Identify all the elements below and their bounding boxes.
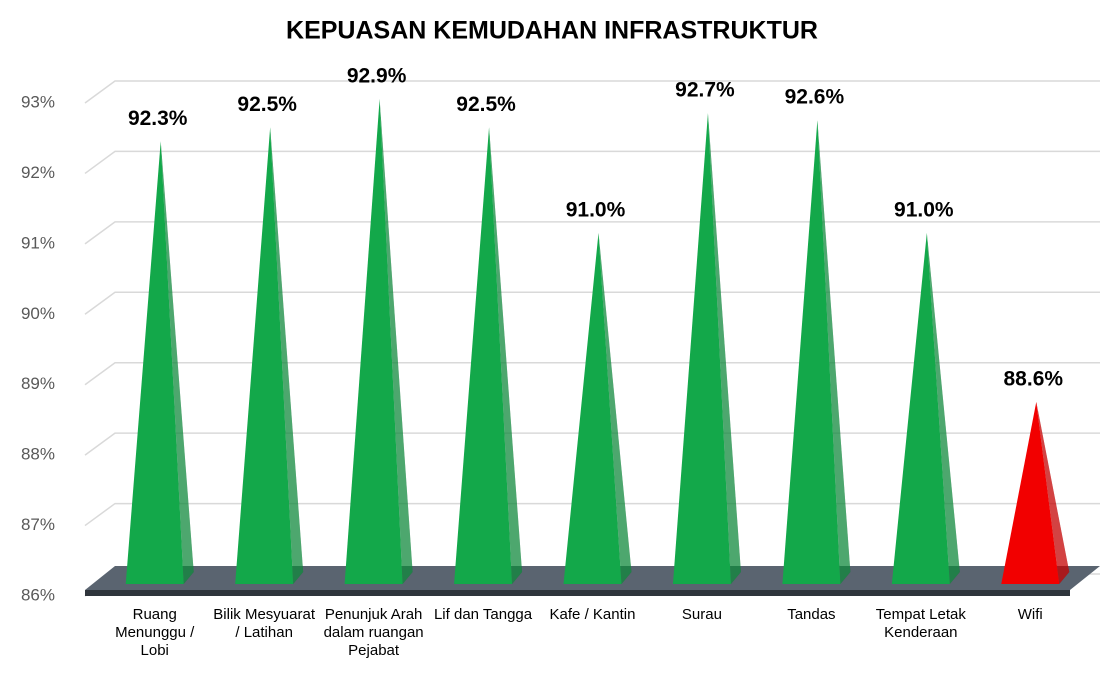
value-label: 92.3% [128,107,188,130]
y-tick-label: 88% [21,445,55,464]
y-tick-label: 86% [21,585,55,604]
chart-title: KEPUASAN KEMUDAHAN INFRASTRUKTUR [286,17,818,45]
pyramid-side [489,127,523,584]
y-tick-label: 90% [21,304,55,323]
value-label: 91.0% [566,198,626,221]
pyramid [454,127,523,584]
pyramid-front [672,113,731,584]
pyramid-front [235,127,294,584]
pyramid [782,120,851,585]
pyramid [344,99,413,585]
x-tick-label: Tempat Letak Kenderaan [875,606,966,641]
pyramid-side [817,120,851,585]
value-label: 92.5% [456,93,516,116]
pyramid-side [598,232,632,584]
grid-line [84,502,1100,527]
pyramid-side [926,232,960,584]
grid-line [84,361,1100,386]
y-tick-label: 87% [21,515,55,534]
pyramid-side [707,113,741,584]
y-tick-label: 93% [21,92,55,111]
value-label: 91.0% [894,198,954,221]
pyramid-front [344,99,403,585]
grid-line [84,221,1100,245]
x-tick-label: Ruang Menunggu / Lobi [115,606,195,659]
pyramid-front [454,127,513,584]
pyramid-side [379,99,413,585]
value-label: 92.5% [237,93,297,116]
pyramid-side [160,141,194,585]
pyramid [563,232,632,584]
y-tick-label: 92% [21,163,55,182]
value-label: 88.6% [1004,367,1064,390]
pyramid [891,232,960,584]
pyramid [235,127,304,584]
x-tick-label: Wifi [1017,606,1043,623]
x-tick-label: Lif dan Tangga [433,606,533,623]
pyramid-front [782,120,841,585]
grid-line [84,150,1100,175]
y-tick-label: 91% [21,233,55,252]
pyramid-side [270,127,304,584]
value-label: 92.9% [347,65,407,88]
pyramid-side [1036,401,1070,584]
pyramid-front [1001,401,1060,584]
x-tick-label: Surau [681,606,722,623]
grid-line [84,80,1100,104]
floor-edge [85,590,1070,596]
grid-line [84,291,1100,315]
x-tick-label: Bilik Mesyuarat / Latihan [213,606,315,641]
x-tick-label: Penunjuk Arah dalam ruangan Pejabat [323,606,424,659]
y-tick-label: 89% [21,374,55,393]
grid-line [84,432,1100,456]
x-tick-label: Tandas [787,606,836,623]
value-label: 92.7% [675,79,735,102]
value-label: 92.6% [785,86,845,109]
pyramid-front [891,232,950,584]
pyramid-front [125,141,184,585]
pyramid-front [563,232,622,584]
pyramid [1001,401,1070,584]
pyramid [672,113,741,584]
pyramid [125,141,194,585]
x-tick-label: Kafe / Kantin [549,606,636,623]
